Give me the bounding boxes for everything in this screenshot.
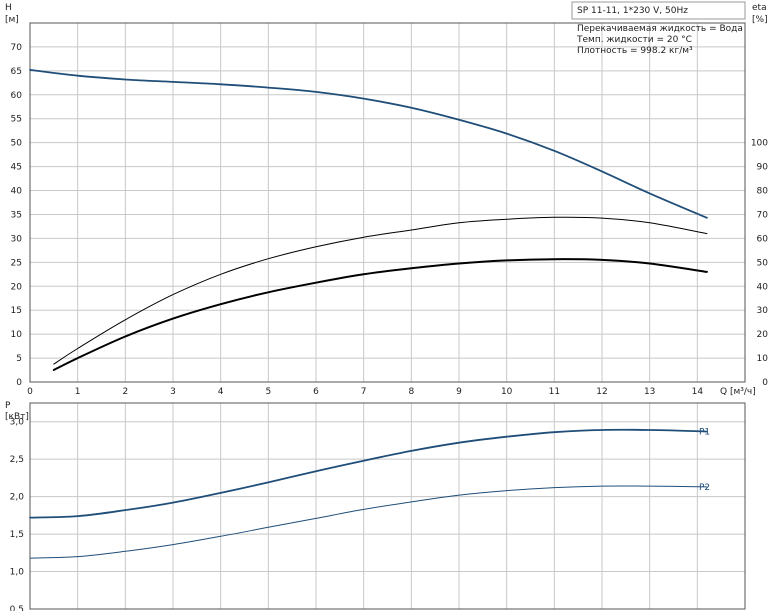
eta-axis-label-line2: [%] [752,15,768,25]
eta-axis-label-line1: eta [752,3,767,13]
head-tick-label: 35 [11,210,22,220]
head-tick-label: 65 [11,67,22,77]
flow-tick-label: 9 [456,387,462,397]
power-curve-p2 [29,485,708,559]
head-tick-label: 50 [11,139,23,149]
eta-tick-label: 80 [757,187,769,197]
eta-tick-label: 50 [757,258,769,268]
power-tick-label: 1,0 [10,568,25,578]
head-tick-label: 70 [11,43,23,53]
head-axis-label-line1: H [5,3,12,13]
flow-tick-label: 6 [313,387,319,397]
head-axis-label-line2: [м] [5,15,19,25]
pump-title-box [571,1,746,20]
head-tick-label: 60 [11,91,23,101]
power-axis-label-line1: P [5,401,11,411]
head-tick-label: 20 [11,282,23,292]
eta-y-tick-labels: 0 10 20 30 40 50 60 70 80 90 100 [751,139,768,388]
head-tick-label: 30 [11,234,23,244]
power-tick-label: 2,0 [10,493,25,503]
head-tick-label: 55 [11,115,22,125]
flow-tick-label: 5 [265,387,271,397]
head-tick-label: 5 [16,354,22,364]
eta-tick-label: 30 [757,306,769,316]
efficiency-curve-thick [52,258,708,371]
power-chart-frame [29,402,746,610]
eta-tick-label: 60 [757,234,769,244]
power-y-tick-labels: 0,5 1,0 1,5 2,0 2,5 3,0 [10,418,25,611]
flow-tick-label: 11 [549,387,560,397]
power-axis-label-line2: [кВт] [5,412,29,422]
fluid-info-density: Плотность = 998.2 кг/м³ [577,46,693,56]
head-eta-chart-grid [29,23,745,383]
head-tick-label: 25 [11,258,22,268]
power-chart-curves [29,428,708,559]
flow-tick-label: 8 [408,387,414,397]
flow-tick-label: 1 [75,387,81,397]
power-tick-label: 3,0 [10,418,25,428]
power-series-label-p2: P2 [699,483,710,493]
eta-tick-label: 70 [757,210,769,220]
eta-tick-label: 40 [757,282,769,292]
power-tick-label: 0,5 [10,605,24,611]
power-chart-grid [29,403,745,610]
eta-tick-label: 20 [757,330,769,340]
head-tick-label: 45 [11,163,22,173]
power-tick-label: 2,5 [10,455,24,465]
eta-tick-label: 10 [757,354,769,364]
flow-tick-label: 13 [644,387,655,397]
head-tick-label: 0 [16,378,22,388]
eta-tick-label: 100 [751,139,768,149]
flow-axis-label: Q [м³/ч] [720,387,756,397]
head-tick-label: 15 [11,306,22,316]
pump-title: SP 11-11, 1*230 V, 50Hz [577,6,688,16]
flow-tick-label: 7 [361,387,367,397]
fluid-info-temperature: Темп. жидкости = 20 °C [576,35,692,45]
power-series-labels: P1 P2 [699,427,710,492]
efficiency-curve-thin [53,216,708,365]
fluid-info-liquid: Перекачиваемая жидкость = Вода [577,24,743,34]
power-tick-label: 1,5 [10,530,24,540]
power-series-label-p1: P1 [699,427,710,437]
flow-tick-label: 3 [170,387,176,397]
flow-tick-label: 10 [501,387,513,397]
head-y-tick-labels: 0 5 10 15 20 25 30 35 40 45 50 55 60 65 70 [11,43,23,388]
head-eta-x-tick-labels: 0 1 2 3 4 5 6 7 8 9 10 11 12 13 14 [27,387,703,397]
head-curve [29,69,708,219]
flow-tick-label: 12 [596,387,607,397]
head-tick-label: 40 [11,187,23,197]
flow-tick-label: 14 [692,387,704,397]
eta-tick-label: 0 [762,378,768,388]
head-tick-label: 10 [11,330,23,340]
head-eta-chart-curves [29,69,708,371]
eta-tick-label: 90 [757,163,769,173]
head-eta-chart-frame [29,22,746,383]
power-curve-p1 [29,428,708,519]
flow-tick-label: 2 [122,387,128,397]
flow-tick-label: 0 [27,387,33,397]
flow-tick-label: 4 [218,387,224,397]
